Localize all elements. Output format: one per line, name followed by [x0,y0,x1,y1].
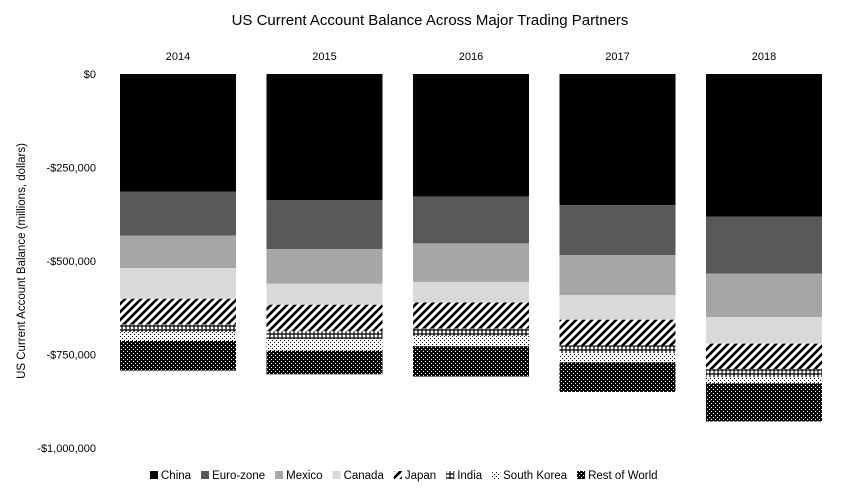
bar-segment-euro-zone [266,200,383,250]
bar-segment-rest-of-world [266,350,383,375]
legend-swatch [577,471,586,479]
bar-stack-2015 [266,74,383,375]
bar-segment-south-korea [559,353,676,363]
bar-segment-india [559,345,676,354]
bar-segment-mexico [120,235,236,269]
legend-swatch [201,471,210,479]
x-category-label: 2015 [312,51,336,63]
legend-swatch [150,471,158,479]
y-axis-ticks: $0 -$250,000 -$500,000 -$750,000 -$1,000,000 [37,69,96,455]
bar-segment-china [266,74,383,201]
bar-segment-south-korea [266,339,383,351]
legend-label: India [457,470,483,482]
bar-segment-japan [266,304,383,332]
legend-label: Rest of World [588,470,657,482]
bar-segment-india [413,328,529,337]
legend-swatch [393,471,402,479]
legend: China Euro-zone Mexico Canada Japan India Sout… [150,470,658,482]
legend-label: Japan [405,470,436,482]
bar-segment-mexico [413,243,529,282]
bar-segment-canada [120,268,236,299]
x-category-label: 2016 [459,51,483,63]
bar-segment-india [120,324,236,333]
y-tick-label: -$250,000 [46,163,96,175]
bar-segment-south-korea [413,336,529,347]
bar-segment-china [559,74,676,206]
legend-item-japan: Japan [393,470,436,482]
y-tick-label: -$500,000 [46,256,96,268]
legend-label: Mexico [286,470,322,482]
legend-item-china: China [150,470,192,482]
bar-segment-rest-of-world [413,346,529,377]
legend-swatch [446,471,455,479]
bar-stack-2014 [120,74,236,371]
bar-segment-china [706,74,822,217]
legend-item-india: India [446,470,483,482]
x-axis-categories: 2014 2015 2016 2017 2018 [166,51,776,63]
bar-segment-euro-zone [120,191,236,236]
bar-segment-india [266,331,383,340]
bar-segment-euro-zone [413,196,529,244]
legend-label: Euro-zone [212,470,265,482]
x-category-label: 2018 [752,51,776,63]
legend-label: South Korea [503,470,568,482]
y-axis-label: US Current Account Balance (millions, do… [16,143,28,379]
legend-label: Canada [344,470,385,482]
bar-segment-japan [706,343,822,370]
bars [120,74,822,422]
bar-segment-mexico [559,255,676,296]
y-tick-label: $0 [84,69,96,81]
bar-stack-2017 [559,74,676,392]
bar-segment-south-korea [120,332,236,342]
bar-segment-rest-of-world [706,383,822,422]
bar-segment-euro-zone [559,205,676,256]
legend-item-mexico: Mexico [275,470,323,482]
bar-segment-canada [559,295,676,320]
legend-item-canada: Canada [332,470,385,482]
bar-segment-rest-of-world [120,341,236,371]
bar-segment-japan [120,298,236,325]
bar-segment-mexico [266,249,383,284]
legend-swatch [275,471,284,479]
bar-segment-south-korea [706,377,822,384]
bar-segment-china [413,74,529,197]
bar-segment-canada [413,281,529,303]
bar-segment-india [706,369,822,378]
legend-item-euro-zone: Euro-zone [201,470,265,482]
chart-title: US Current Account Balance Across Major … [232,12,629,29]
legend-swatch [332,471,341,479]
x-category-label: 2014 [166,51,190,63]
y-tick-label: -$750,000 [46,350,96,362]
bar-stack-2016 [413,74,529,377]
legend-item-rest-of-world: Rest of World [577,470,658,482]
bar-segment-canada [266,283,383,305]
y-tick-label: -$1,000,000 [37,443,96,455]
bar-segment-japan [413,302,529,329]
bar-segment-mexico [706,273,822,318]
bar-segment-canada [706,317,822,344]
bar-segment-china [120,74,236,192]
bar-segment-japan [559,319,676,346]
legend-item-south-korea: South Korea [492,470,568,482]
legend-label: China [161,470,192,482]
bar-stack-2018 [706,74,822,422]
bar-segment-rest-of-world [559,362,676,392]
bar-segment-euro-zone [706,216,822,274]
legend-swatch [492,471,501,479]
x-category-label: 2017 [605,51,629,63]
